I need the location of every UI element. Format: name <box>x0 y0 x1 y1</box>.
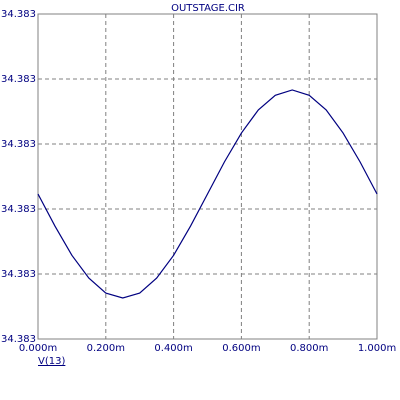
y-tick-label: 34.383 <box>1 9 36 20</box>
plot-frame <box>37 13 378 340</box>
data-line <box>37 89 378 299</box>
chart-title: OUTSTAGE.CIR <box>171 3 245 14</box>
y-tick-label: 34.383 <box>1 139 36 150</box>
y-tick-label: 34.383 <box>1 74 36 85</box>
x-tick-label: 0.600m <box>222 343 260 354</box>
x-tick-label: 1.000m <box>358 343 396 354</box>
x-tick-label: 0.400m <box>154 343 192 354</box>
x-tick-label: 0.000m <box>19 343 57 354</box>
y-tick-label: 34.383 <box>1 334 36 345</box>
y-tick-label: 34.383 <box>1 204 36 215</box>
x-tick-label: 0.800m <box>290 343 328 354</box>
x-tick-label: 0.200m <box>87 343 125 354</box>
series-label: V(13) <box>38 356 65 367</box>
y-tick-label: 34.383 <box>1 269 36 280</box>
